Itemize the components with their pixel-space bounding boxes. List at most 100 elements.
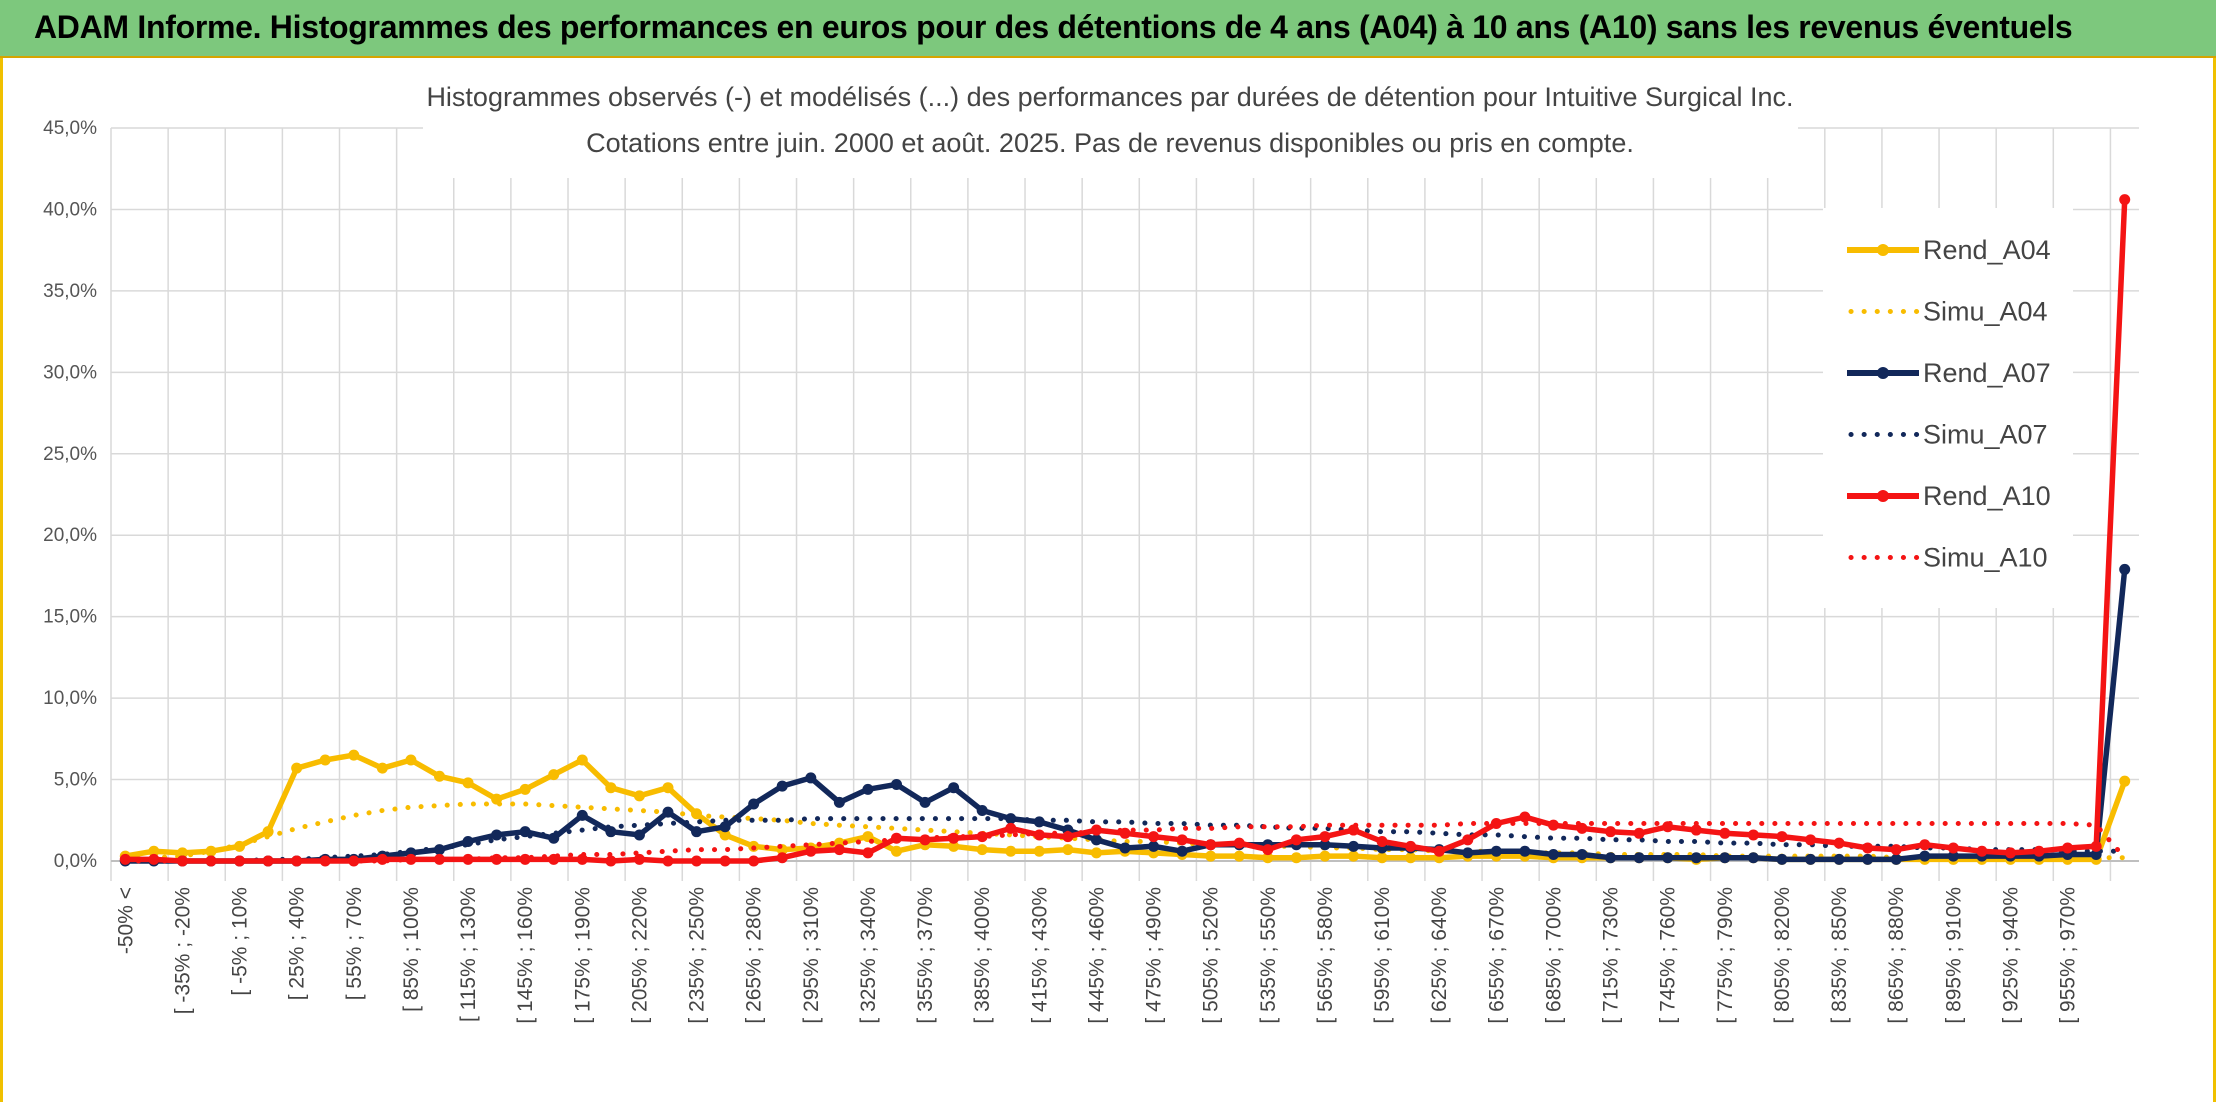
data-point	[176, 855, 188, 867]
x-tick-label: [ 415% ; 430%	[1028, 887, 1051, 1024]
chart-area: 0,0% 5,0% 10,0% 15,0% 20,0% 25,0% 30,0% 35,0% 40…	[0, 58, 2216, 1102]
data-point	[805, 772, 817, 784]
chart-title-line-1: Histogrammes observés (-) et modélisés (…	[426, 82, 1793, 112]
data-point	[976, 831, 988, 843]
legend-label: Simu_A10	[1923, 543, 2048, 573]
data-point	[1348, 840, 1360, 852]
data-point	[205, 855, 217, 867]
data-point	[662, 855, 674, 867]
data-point	[1462, 847, 1474, 859]
data-point	[262, 826, 274, 838]
x-tick-label: [ 25% ; 40%	[286, 887, 309, 1000]
data-point	[1290, 834, 1302, 846]
data-point	[833, 844, 845, 856]
data-point	[491, 829, 503, 841]
data-point	[1719, 827, 1731, 839]
data-point	[2119, 775, 2131, 787]
data-point	[833, 796, 845, 808]
y-tick-label: 30,0%	[43, 362, 97, 383]
data-point	[1376, 835, 1388, 847]
data-point	[1376, 852, 1388, 864]
x-tick-label: [ -5% ; 10%	[229, 887, 252, 996]
x-tick-label: [ 685% ; 700%	[1542, 887, 1565, 1024]
y-tick-label: 5,0%	[54, 770, 97, 791]
x-tick-label: [ 595% ; 610%	[1371, 887, 1394, 1024]
data-point	[1148, 831, 1160, 843]
data-point	[1262, 852, 1274, 864]
data-point	[633, 853, 645, 865]
data-point	[1919, 839, 1931, 851]
data-point	[1833, 837, 1845, 849]
y-tick-label: 40,0%	[43, 199, 97, 220]
y-tick-label: 15,0%	[43, 607, 97, 628]
data-point	[2004, 847, 2016, 859]
data-point	[148, 845, 160, 857]
x-tick-label: [ 775% ; 790%	[1714, 887, 1737, 1024]
data-point	[519, 783, 531, 795]
data-point	[405, 754, 417, 766]
data-point	[376, 762, 388, 774]
data-point	[633, 829, 645, 841]
data-point	[862, 783, 874, 795]
data-point	[691, 826, 703, 838]
data-point	[548, 769, 560, 781]
x-tick-label: [ 835% ; 850%	[1828, 887, 1851, 1024]
legend-label: Rend_A07	[1923, 358, 2051, 388]
y-tick-label: 25,0%	[43, 444, 97, 465]
legend-item: Rend_A10	[1847, 481, 2051, 511]
data-point	[1547, 848, 1559, 860]
legend-item: Simu_A10	[1848, 543, 2048, 573]
y-tick-label: 35,0%	[43, 281, 97, 302]
x-tick-label: [ 715% ; 730%	[1600, 887, 1623, 1024]
y-tick-label: 0,0%	[54, 851, 97, 872]
chart-title-line-2: Cotations entre juin. 2000 et août. 2025…	[586, 128, 1634, 158]
x-tick-label: [ 655% ; 670%	[1485, 887, 1508, 1024]
x-tick-label: [ 265% ; 280%	[743, 887, 766, 1024]
x-tick-label: [ 145% ; 160%	[514, 887, 537, 1024]
x-tick-label: [ 475% ; 490%	[1143, 887, 1166, 1024]
data-point	[2062, 842, 2074, 854]
x-tick-label: [ 805% ; 820%	[1771, 887, 1794, 1024]
data-point	[1319, 831, 1331, 843]
data-point	[1405, 852, 1417, 864]
data-point	[976, 844, 988, 856]
data-point	[433, 770, 445, 782]
data-point	[1576, 848, 1588, 860]
data-point	[691, 855, 703, 867]
legend-item: Simu_A04	[1848, 297, 2048, 327]
data-point	[205, 845, 217, 857]
data-point	[776, 780, 788, 792]
data-point	[1605, 852, 1617, 864]
data-point	[2119, 194, 2131, 206]
data-point	[1519, 845, 1531, 857]
y-tick-label: 45,0%	[43, 118, 97, 139]
x-tick-label: [ -35% ; -20%	[171, 887, 194, 1014]
data-point	[1747, 829, 1759, 841]
axes: 0,0% 5,0% 10,0% 15,0% 20,0% 25,0% 30,0% 35,0% 40…	[43, 118, 2139, 1024]
data-point	[1805, 834, 1817, 846]
data-point	[748, 798, 760, 810]
data-point	[748, 855, 760, 867]
legend-item: Simu_A07	[1848, 420, 2048, 450]
legend: Rend_A04 Simu_A04 Rend_A07 Simu_A07 Rend_A10…	[1823, 208, 2073, 608]
data-point	[1947, 842, 1959, 854]
data-point	[1490, 845, 1502, 857]
x-tick-label: [ 445% ; 460%	[1085, 887, 1108, 1024]
data-point	[1747, 852, 1759, 864]
y-tick-label: 20,0%	[43, 525, 97, 546]
data-point	[662, 782, 674, 794]
data-point	[319, 754, 331, 766]
data-point	[948, 782, 960, 794]
legend-label: Simu_A07	[1923, 420, 2048, 450]
data-point	[405, 853, 417, 865]
data-point	[1062, 831, 1074, 843]
x-tick-label: [ 355% ; 370%	[914, 887, 937, 1024]
data-point	[1919, 850, 1931, 862]
data-point	[1776, 853, 1788, 865]
data-point	[633, 790, 645, 802]
chart-title: Histogrammes observés (-) et modélisés (…	[423, 62, 1798, 178]
x-tick-label: [ 235% ; 250%	[686, 887, 709, 1024]
legend-item: Rend_A07	[1847, 358, 2051, 388]
x-tick-label: [ 505% ; 520%	[1200, 887, 1223, 1024]
x-tick-label: [ 925% ; 940%	[1999, 887, 2022, 1024]
